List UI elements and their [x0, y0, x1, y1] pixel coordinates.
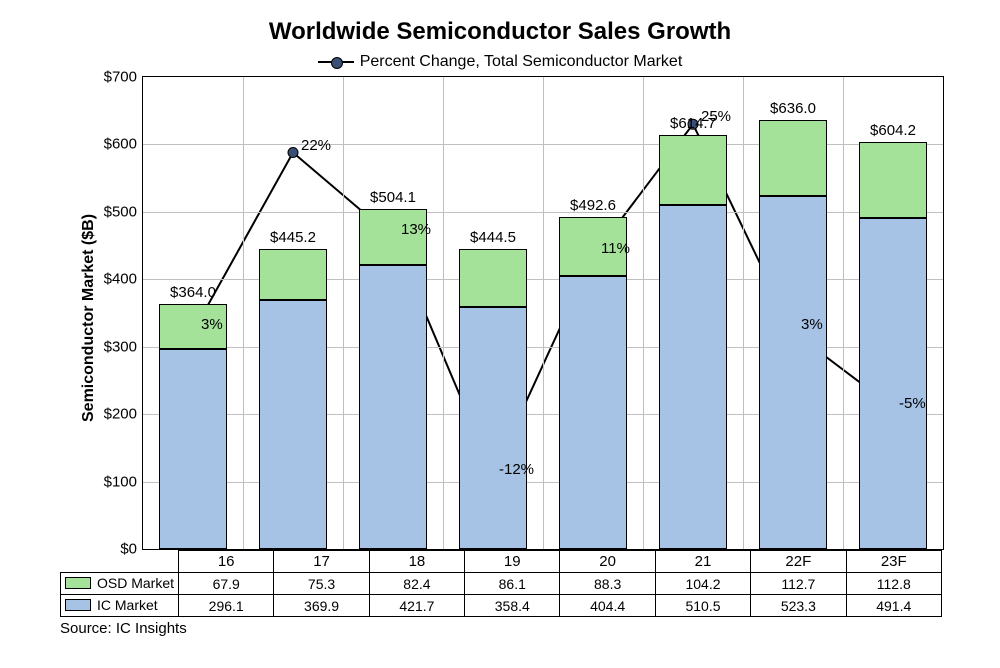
vgridline — [743, 77, 744, 549]
x-tick-label: 21 — [655, 551, 750, 573]
y-tick-label: $500 — [104, 203, 143, 220]
legend-line-label: Percent Change, Total Semiconductor Mark… — [360, 53, 683, 71]
y-tick-label: $400 — [104, 271, 143, 288]
bar-segment-ic — [759, 196, 827, 549]
y-axis-title: Semiconductor Market ($B) — [80, 214, 98, 422]
bar-segment-osd — [459, 249, 527, 307]
legend-line-marker — [318, 61, 354, 63]
total-label: $604.2 — [863, 122, 923, 139]
legend-line-series: Percent Change, Total Semiconductor Mark… — [0, 50, 1000, 71]
data-table: 16171819202122F23F OSD Market 67.975.382.4… — [60, 550, 942, 617]
table-cell: 510.5 — [655, 595, 750, 617]
pct-label: 25% — [701, 108, 731, 125]
chart-root: Worldwide Semiconductor Sales Growth Per… — [0, 0, 1000, 668]
bar-group — [859, 142, 927, 549]
table-cell: 296.1 — [179, 595, 274, 617]
bar-group — [259, 249, 327, 549]
x-tick-label: 17 — [274, 551, 369, 573]
bar-segment-ic — [259, 300, 327, 549]
x-tick-label: 16 — [179, 551, 274, 573]
table-cell: 404.4 — [560, 595, 655, 617]
y-tick-label: $300 — [104, 338, 143, 355]
y-tick-label: $200 — [104, 406, 143, 423]
table-row-header: IC Market — [61, 595, 179, 617]
bar-group — [459, 249, 527, 549]
bar-group — [159, 304, 227, 549]
source-text: Source: IC Insights — [60, 620, 187, 637]
y-tick-label: $600 — [104, 136, 143, 153]
bar-segment-osd — [759, 120, 827, 196]
bar-group — [559, 217, 627, 549]
vgridline — [543, 77, 544, 549]
legend-label: OSD Market — [97, 575, 174, 591]
table-cell: 67.9 — [179, 573, 274, 595]
bar-group — [659, 135, 727, 549]
x-tick-label: 19 — [465, 551, 560, 573]
table-corner — [61, 551, 179, 573]
bar-segment-ic — [459, 307, 527, 549]
y-tick-label: $700 — [104, 69, 143, 86]
table-cell: 86.1 — [465, 573, 560, 595]
vgridline — [343, 77, 344, 549]
bar-group — [359, 209, 427, 549]
pct-label: -12% — [499, 461, 534, 478]
total-label: $444.5 — [463, 229, 523, 246]
vgridline — [843, 77, 844, 549]
legend-swatch — [65, 577, 91, 589]
line-series-marker — [288, 148, 298, 158]
table-row-header: OSD Market — [61, 573, 179, 595]
legend-label: IC Market — [97, 597, 158, 613]
vgridline — [443, 77, 444, 549]
x-tick-label: 20 — [560, 551, 655, 573]
pct-label: 11% — [601, 240, 630, 257]
total-label: $504.1 — [363, 189, 423, 206]
bar-segment-ic — [359, 265, 427, 549]
total-label: $445.2 — [263, 229, 323, 246]
pct-label: 22% — [301, 137, 331, 154]
bar-group — [759, 120, 827, 549]
pct-label: 3% — [801, 316, 823, 333]
table-cell: 369.9 — [274, 595, 369, 617]
total-label: $636.0 — [763, 100, 823, 117]
table-cell: 523.3 — [751, 595, 846, 617]
table-cell: 112.7 — [751, 573, 846, 595]
bar-segment-ic — [159, 349, 227, 549]
bar-segment-osd — [259, 249, 327, 300]
table-cell: 82.4 — [369, 573, 464, 595]
bar-segment-ic — [559, 276, 627, 549]
plot-area: $0$100$200$300$400$500$600$700$364.03%$4… — [142, 76, 944, 550]
pct-label: -5% — [899, 395, 926, 412]
total-label: $364.0 — [163, 284, 223, 301]
pct-label: 3% — [201, 316, 223, 333]
pct-label: 13% — [401, 221, 431, 238]
table-cell: 75.3 — [274, 573, 369, 595]
y-tick-label: $100 — [104, 473, 143, 490]
table-cell: 112.8 — [846, 573, 941, 595]
table-cell: 491.4 — [846, 595, 941, 617]
chart-title: Worldwide Semiconductor Sales Growth — [0, 18, 1000, 46]
vgridline — [243, 77, 244, 549]
bar-segment-ic — [659, 205, 727, 549]
bar-segment-ic — [859, 218, 927, 549]
total-label: $492.6 — [563, 197, 623, 214]
x-tick-label: 23F — [846, 551, 941, 573]
legend-swatch — [65, 599, 91, 611]
x-tick-label: 18 — [369, 551, 464, 573]
table-cell: 104.2 — [655, 573, 750, 595]
table-cell: 358.4 — [465, 595, 560, 617]
vgridline — [643, 77, 644, 549]
table-cell: 421.7 — [369, 595, 464, 617]
table-cell: 88.3 — [560, 573, 655, 595]
x-tick-label: 22F — [751, 551, 846, 573]
bar-segment-osd — [859, 142, 927, 218]
bar-segment-osd — [659, 135, 727, 205]
